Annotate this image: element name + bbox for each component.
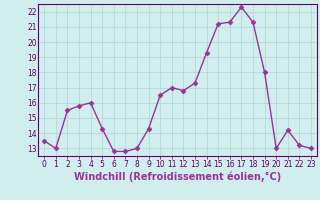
X-axis label: Windchill (Refroidissement éolien,°C): Windchill (Refroidissement éolien,°C) [74,172,281,182]
